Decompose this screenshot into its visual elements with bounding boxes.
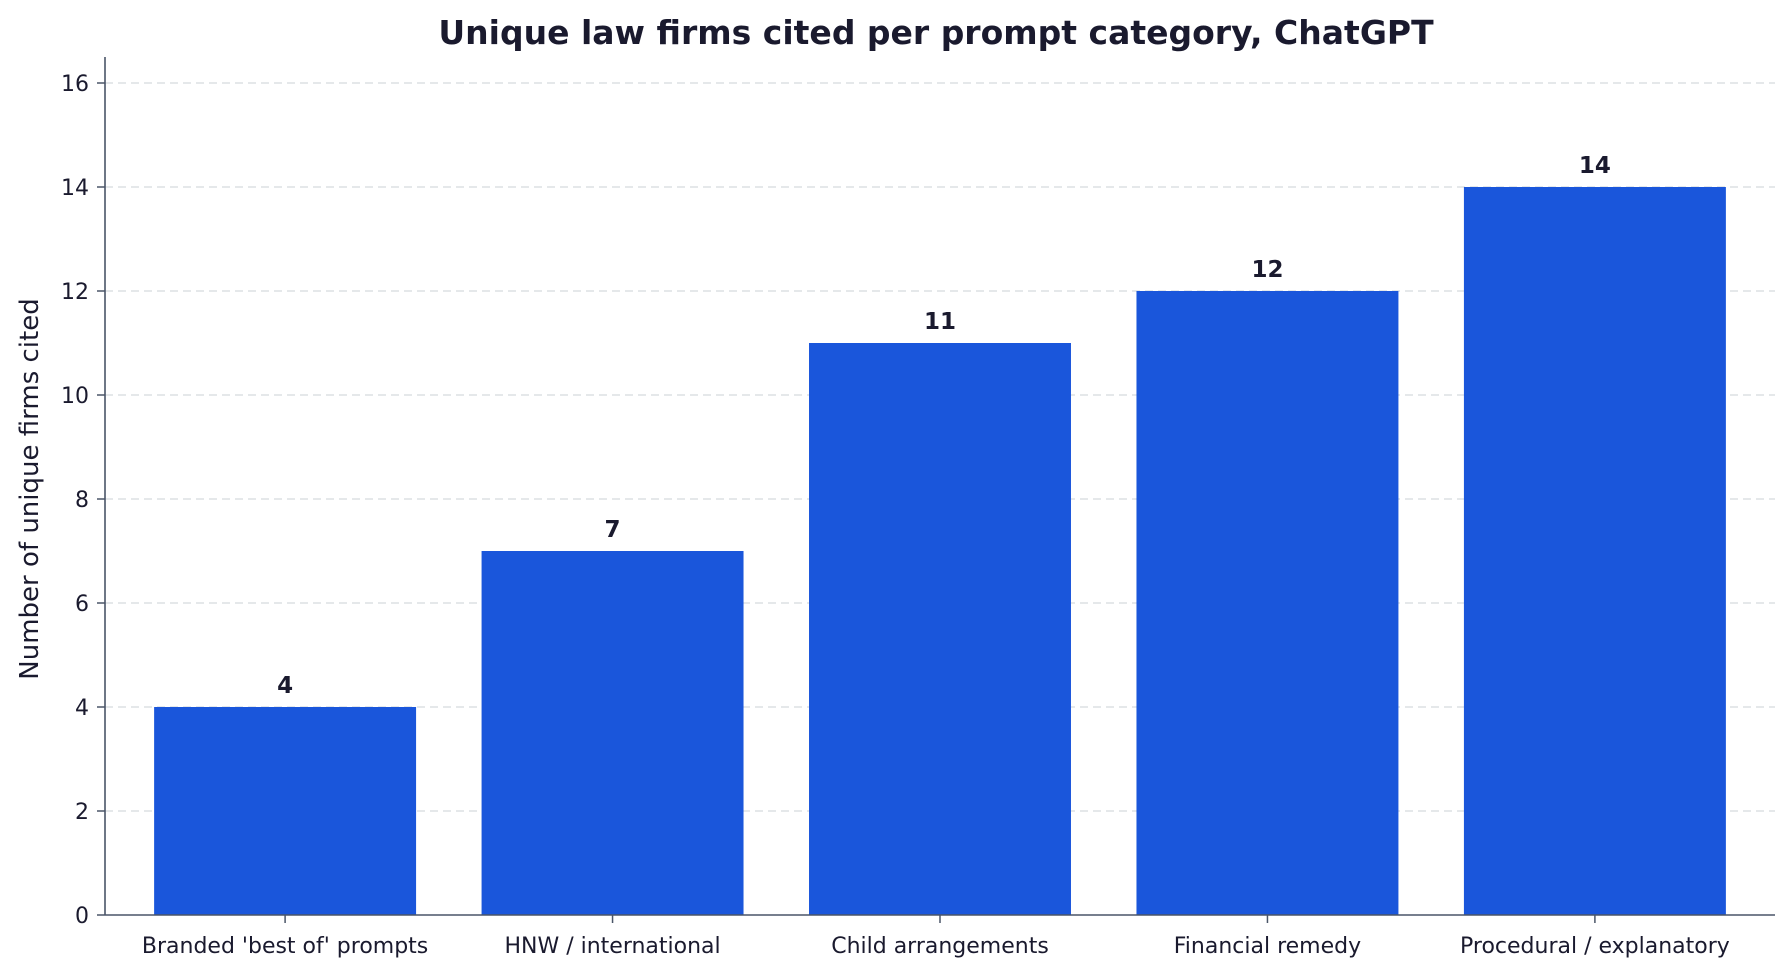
y-tick-label: 16 xyxy=(61,72,89,97)
data-label: 14 xyxy=(1579,153,1611,179)
data-label: 7 xyxy=(605,517,621,543)
bar xyxy=(154,707,417,915)
y-tick-label: 10 xyxy=(61,384,89,409)
x-tick-label: Procedural / explanatory xyxy=(1460,934,1730,959)
bars xyxy=(154,187,1726,915)
bar xyxy=(481,551,744,915)
y-tick-label: 6 xyxy=(75,592,89,617)
y-tick-label: 12 xyxy=(61,280,89,305)
y-axis-label: Number of unique firms cited xyxy=(15,298,45,679)
x-ticks: Branded 'best of' prompts HNW / internati… xyxy=(142,915,1730,959)
x-tick-label: Branded 'best of' prompts xyxy=(142,934,428,959)
y-tick-label: 2 xyxy=(75,800,89,825)
data-labels: 4 7 11 12 14 xyxy=(277,153,1611,699)
data-label: 11 xyxy=(924,309,956,335)
chart-title: Unique law firms cited per prompt catego… xyxy=(438,13,1434,52)
x-tick-label: Child arrangements xyxy=(831,934,1049,959)
y-tick-label: 0 xyxy=(75,904,89,929)
x-tick-label: HNW / international xyxy=(504,934,720,959)
x-tick-label: Financial remedy xyxy=(1174,934,1361,959)
bar xyxy=(1463,187,1726,915)
y-tick-label: 4 xyxy=(75,696,89,721)
y-ticks: 0 2 4 6 8 10 12 14 16 xyxy=(61,72,105,929)
bar xyxy=(1136,291,1399,915)
data-label: 4 xyxy=(277,673,293,699)
y-tick-label: 8 xyxy=(75,488,89,513)
data-label: 12 xyxy=(1251,257,1283,283)
y-tick-label: 14 xyxy=(61,176,89,201)
bar xyxy=(809,343,1071,915)
